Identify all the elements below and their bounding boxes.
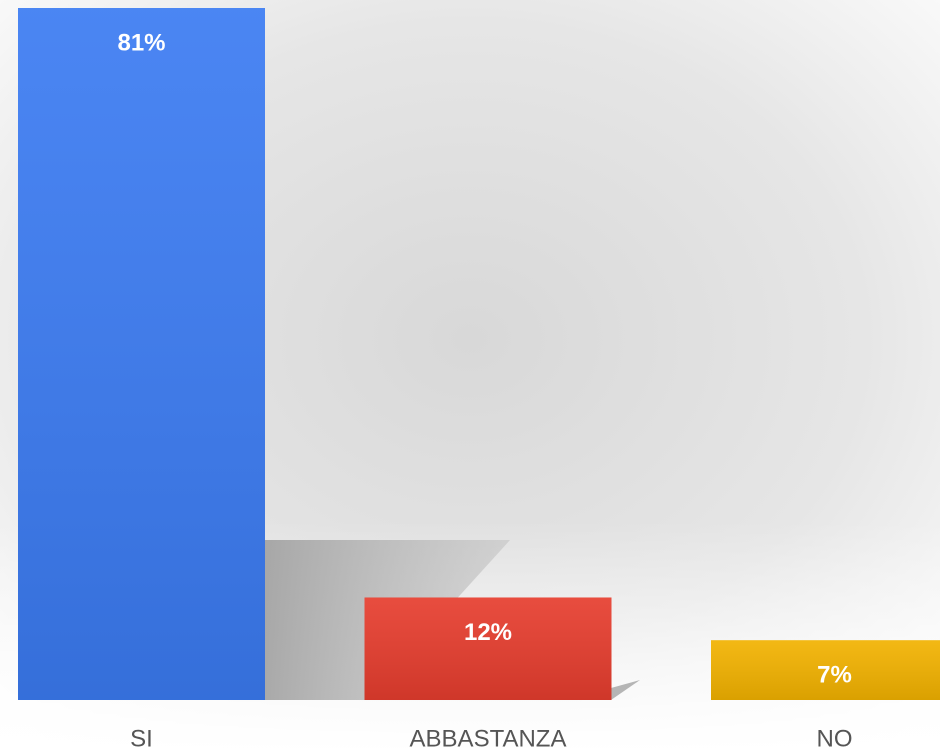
x-tick-label: NO [817,725,853,752]
bar-shading [364,597,612,700]
bar-shading [18,8,265,700]
bar-shadow [611,680,640,700]
value-label: 81% [117,29,165,56]
x-tick-label: SI [130,725,153,752]
value-label: 7% [817,662,852,689]
x-tick-label: ABBASTANZA [410,725,567,752]
bars: 81% SI 12% ABBASTANZA 7% NO [18,8,940,752]
bar-shading [711,640,940,700]
value-label: 12% [464,619,512,646]
